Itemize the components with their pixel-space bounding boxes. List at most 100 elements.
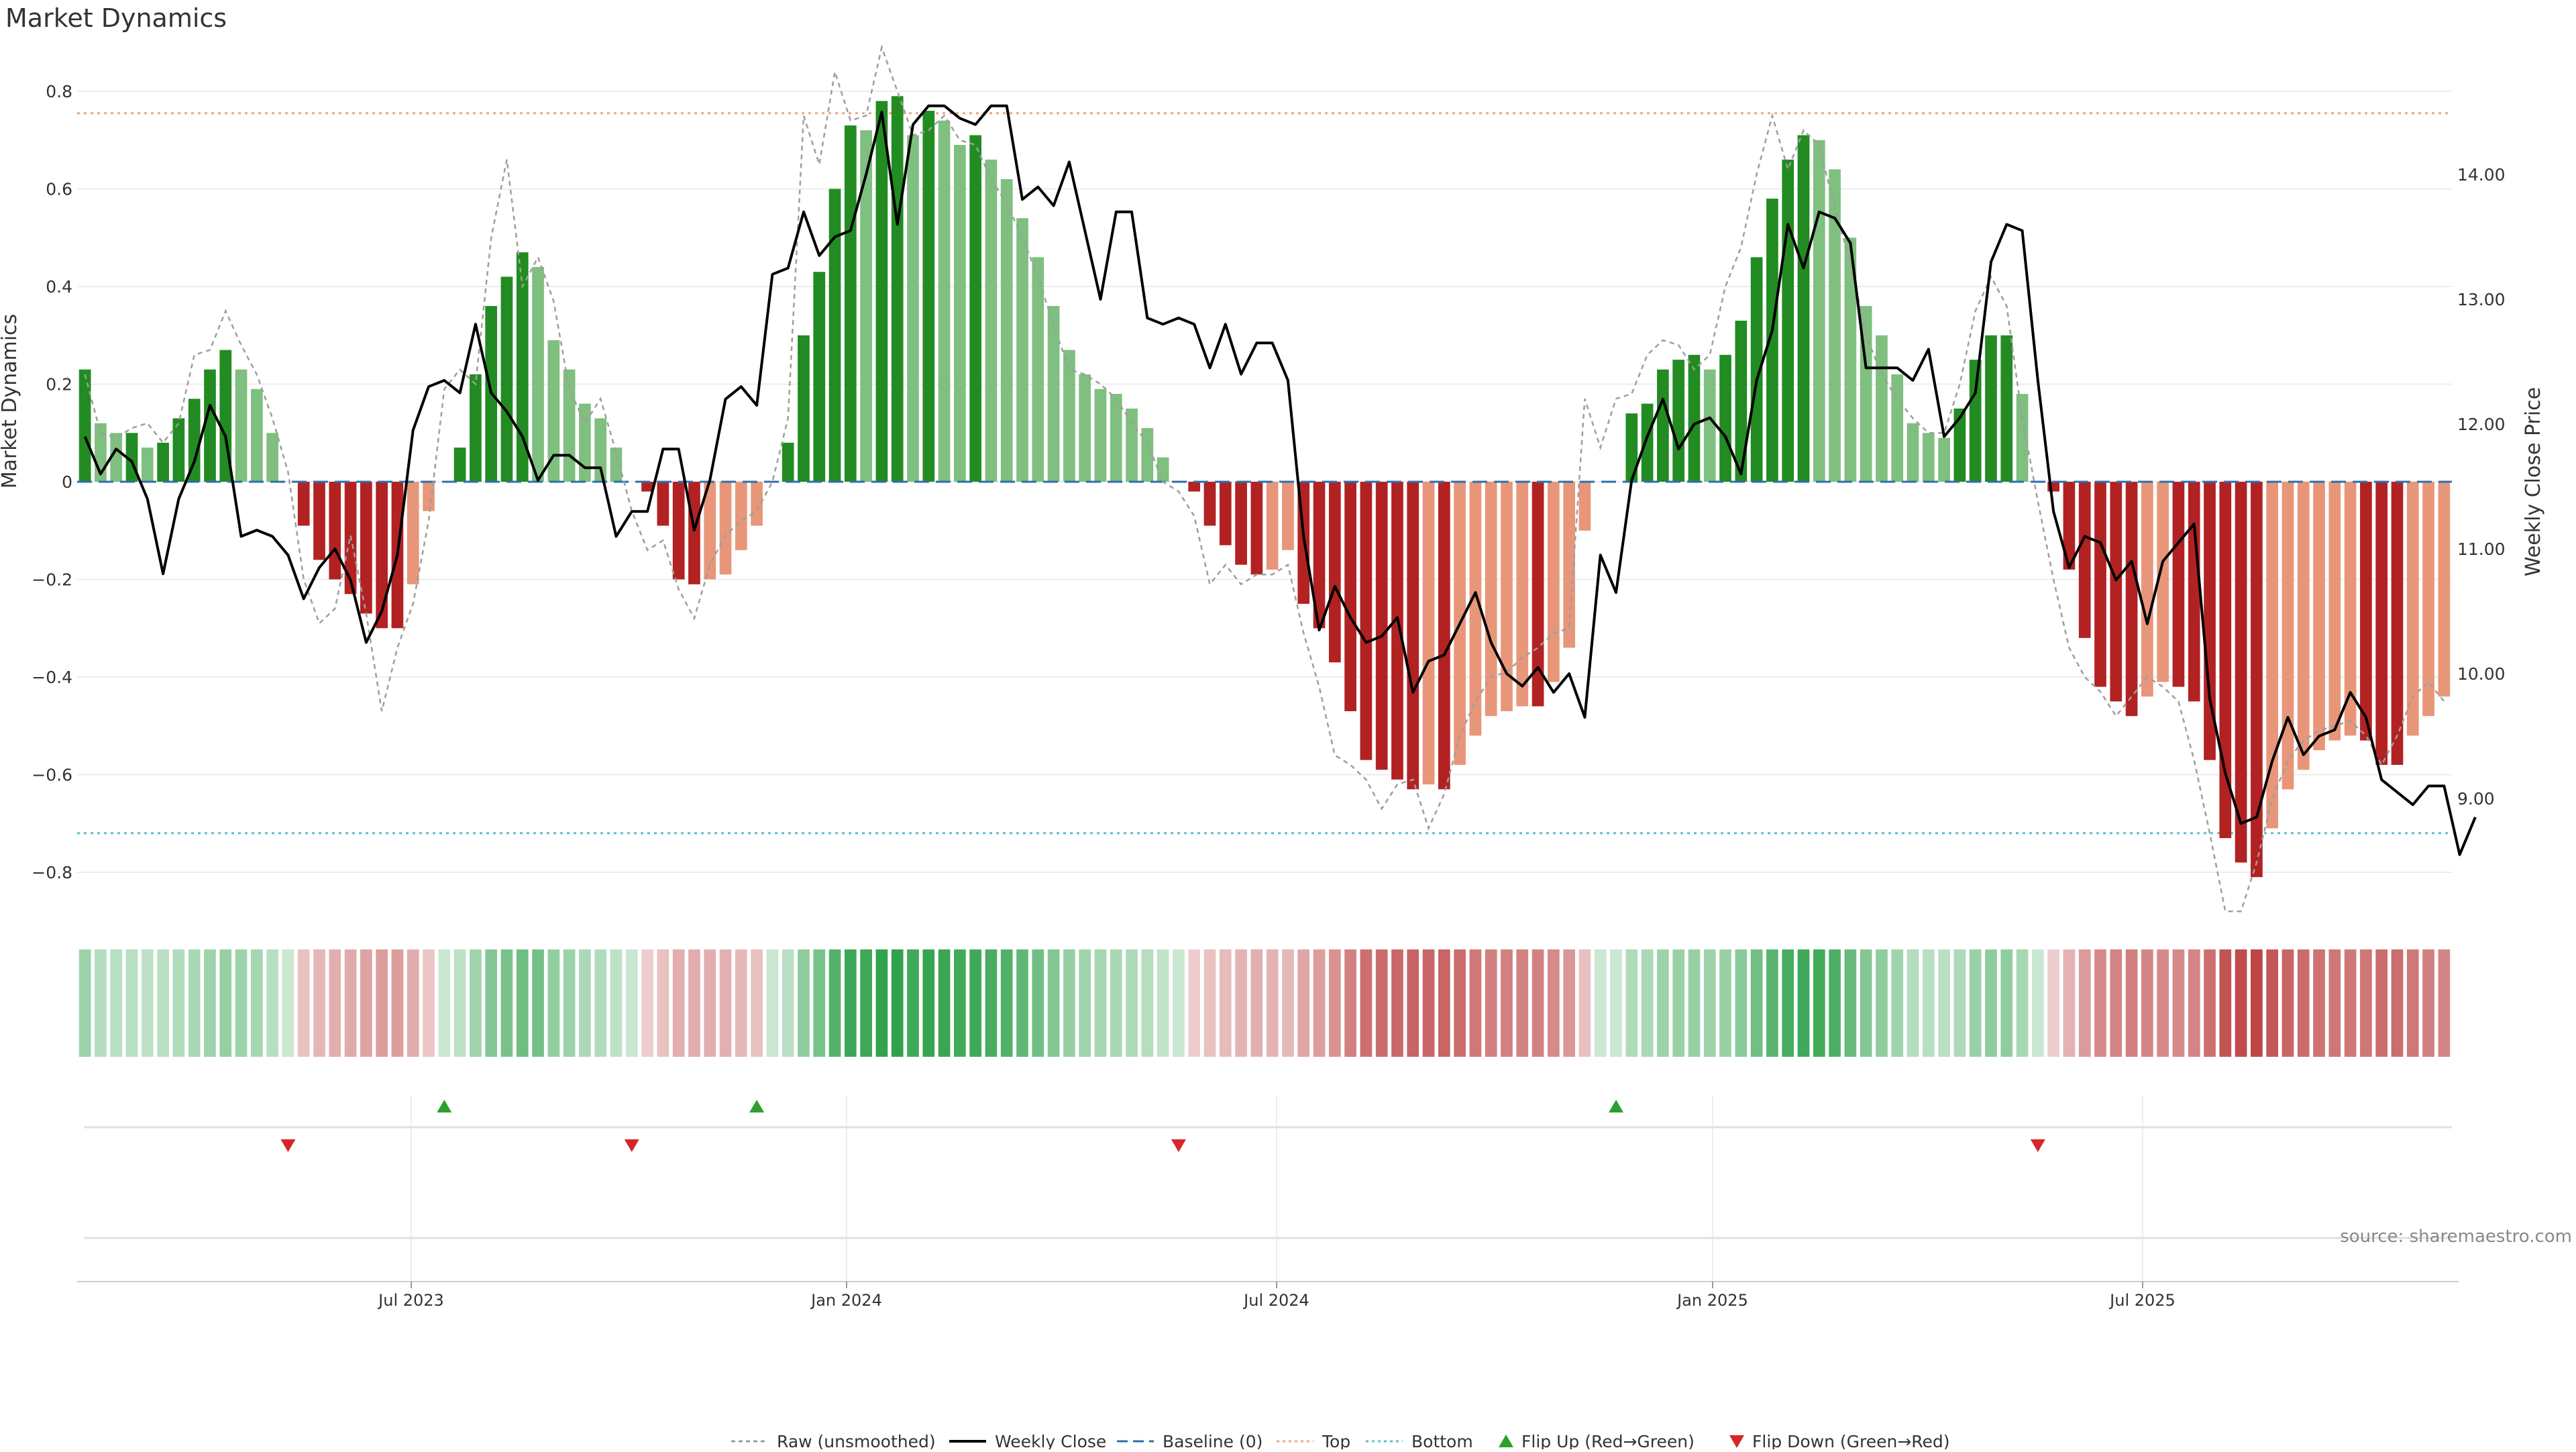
dynamics-bar [313,482,325,560]
heat-strip-cell [501,949,513,1057]
heat-strip-cell [704,949,716,1057]
flip-down-marker [280,1139,295,1152]
heat-strip-cell [641,949,653,1057]
heat-strip-cell [1157,949,1169,1057]
dynamics-bar [2422,482,2434,716]
flip-down-marker [625,1139,639,1152]
dynamics-bar [1126,409,1138,482]
dynamics-bar [688,482,700,584]
heat-strip-cell [1907,949,1919,1057]
heat-strip-cell [2251,949,2263,1057]
heat-strip-cell [266,949,278,1057]
heat-strip-cell [1970,949,1982,1057]
heat-strip-cell [2345,949,2357,1057]
heat-strip-cell [470,949,482,1057]
heat-strip-cell [1251,949,1263,1057]
dynamics-bar [782,443,794,482]
legend-label: Baseline (0) [1163,1432,1263,1449]
heat-strip-cell [907,949,919,1057]
heat-strip-cell [1548,949,1560,1057]
heat-strip-cell [1563,949,1575,1057]
heat-strip-cell [1438,949,1450,1057]
dynamics-bar [610,448,623,482]
heat-strip-cell [2313,949,2325,1057]
heat-strip-cell [189,949,201,1057]
heat-strip-cell [2235,949,2247,1057]
dynamics-bar [2282,482,2294,789]
legend-item-bottom: Bottom [1366,1432,1473,1449]
heat-strip-cell [954,949,966,1057]
heat-strip-cell [673,949,685,1057]
heat-strip-cell [845,949,857,1057]
legend-item-raw: Raw (unsmoothed) [731,1432,936,1449]
heat-strip-cell [1798,949,1810,1057]
dynamics-bar [1704,370,1716,482]
heat-strip-cell [892,949,904,1057]
dynamics-bar [1235,482,1247,565]
dynamics-bar [2188,482,2200,701]
dynamics-bar [1813,140,1825,482]
dynamics-bar [1282,482,1294,550]
legend-label: Flip Up (Red→Green) [1521,1432,1695,1449]
heat-strip-cell [1220,949,1232,1057]
heat-strip-cell [798,949,810,1057]
heat-strip-cell [1141,949,1153,1057]
heat-strip-cell [657,949,669,1057]
dynamics-bar [235,370,248,482]
heat-strip-cell [1048,949,1060,1057]
source-credit: source: sharemaestro.com [2340,1227,2572,1247]
heat-strip-cell [829,949,841,1057]
heat-strip-cell [313,949,325,1057]
x-tick-label: Jul 2023 [377,1291,444,1310]
heat-strip-cell [485,949,497,1057]
heat-strip-cell [2407,949,2419,1057]
heat-strip-cell [1095,949,1107,1057]
y-right-tick-label: 10.00 [2457,664,2506,684]
dynamics-bar [673,482,685,580]
heat-strip-cell [2392,949,2404,1057]
heat-strip-cell [345,949,357,1057]
heat-strip-cell [1766,949,1778,1057]
y-right-label: Weekly Close Price [2522,387,2545,576]
y-left-tick-label: 0 [62,472,72,492]
flip-down-marker [1171,1139,1186,1152]
dynamics-bar [360,482,372,613]
heat-strip-cell [1110,949,1122,1057]
heat-strip-cell [876,949,888,1057]
dynamics-bar [813,272,825,482]
dynamics-bar [532,267,544,482]
heat-strip-cell [1313,949,1326,1057]
legend: Raw (unsmoothed) Weekly Close Baseline (0)… [731,1432,1950,1449]
dynamics-bar [1970,360,1982,482]
heat-strip-cell [1126,949,1138,1057]
dynamics-bar [2375,482,2387,765]
heat-strip-cell [438,949,450,1057]
heat-strip-cell [2266,949,2278,1057]
dynamics-bar [157,443,169,482]
dynamics-bar [1672,360,1684,482]
legend-item-flip-down: Flip Down (Green→Red) [1729,1432,1950,1449]
flip-up-marker [437,1100,451,1112]
dynamics-bar [2360,482,2372,741]
legend-label: Top [1322,1432,1350,1449]
heat-strip-cell [2094,949,2106,1057]
dynamics-bar [1735,321,1747,482]
dynamics-bar [1188,482,1200,492]
dynamics-bar [1798,135,1810,482]
heat-strip-cell [532,949,544,1057]
heat-strip-cell [517,949,529,1057]
heat-strip-cell [79,949,91,1057]
dynamics-bar [1719,355,1731,482]
series-lines [77,48,2475,912]
heat-strip-cell [142,949,154,1057]
legend-label: Weekly Close [995,1432,1106,1449]
heat-strip-cell [1016,949,1028,1057]
dynamics-bars [79,96,2450,877]
heat-strip-cell [1329,949,1341,1057]
heat-strip-cell [1063,949,1075,1057]
dynamics-bar [1891,374,1903,482]
dynamics-bar [1063,350,1075,482]
dynamics-bar [1516,482,1528,707]
heat-strip-cell [1032,949,1044,1057]
heat-strip-cell [2032,949,2044,1057]
